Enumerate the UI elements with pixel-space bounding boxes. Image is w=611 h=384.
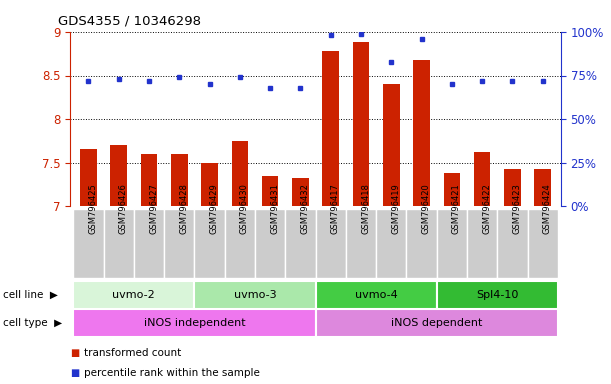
Text: GSM796424: GSM796424 bbox=[543, 184, 552, 234]
Text: GSM796428: GSM796428 bbox=[179, 184, 188, 235]
Bar bbox=[134, 209, 164, 278]
Bar bbox=[141, 154, 158, 206]
Text: Spl4-10: Spl4-10 bbox=[476, 290, 519, 300]
Bar bbox=[255, 209, 285, 278]
Text: GSM796420: GSM796420 bbox=[422, 184, 431, 234]
Text: transformed count: transformed count bbox=[84, 348, 181, 358]
Bar bbox=[73, 281, 194, 309]
Bar bbox=[164, 209, 194, 278]
Bar bbox=[232, 141, 248, 206]
Bar bbox=[437, 281, 558, 309]
Bar bbox=[292, 178, 309, 206]
Bar bbox=[437, 209, 467, 278]
Text: GSM796426: GSM796426 bbox=[119, 184, 128, 235]
Bar bbox=[406, 209, 437, 278]
Bar bbox=[111, 145, 127, 206]
Bar bbox=[262, 175, 279, 206]
Bar bbox=[474, 152, 491, 206]
Text: GSM796432: GSM796432 bbox=[301, 184, 309, 235]
Text: GDS4355 / 10346298: GDS4355 / 10346298 bbox=[58, 15, 201, 28]
Bar bbox=[194, 209, 225, 278]
Bar bbox=[73, 309, 316, 337]
Bar bbox=[497, 209, 527, 278]
Bar bbox=[104, 209, 134, 278]
Text: GSM796418: GSM796418 bbox=[361, 184, 370, 235]
Text: iNOS independent: iNOS independent bbox=[144, 318, 245, 328]
Text: GSM796419: GSM796419 bbox=[391, 184, 400, 234]
Text: GSM796422: GSM796422 bbox=[482, 184, 491, 234]
Text: GSM796430: GSM796430 bbox=[240, 184, 249, 235]
Text: GSM796425: GSM796425 bbox=[89, 184, 97, 234]
Text: uvmo-4: uvmo-4 bbox=[355, 290, 398, 300]
Text: GSM796431: GSM796431 bbox=[270, 184, 279, 235]
Bar bbox=[527, 209, 558, 278]
Text: uvmo-3: uvmo-3 bbox=[233, 290, 276, 300]
Bar bbox=[194, 281, 316, 309]
Bar bbox=[353, 43, 369, 206]
Bar bbox=[346, 209, 376, 278]
Bar bbox=[413, 60, 430, 206]
Bar bbox=[80, 149, 97, 206]
Bar bbox=[383, 84, 400, 206]
Bar bbox=[467, 209, 497, 278]
Text: GSM796427: GSM796427 bbox=[149, 184, 158, 235]
Bar bbox=[316, 281, 437, 309]
Text: cell line  ▶: cell line ▶ bbox=[3, 290, 58, 300]
Text: GSM796429: GSM796429 bbox=[210, 184, 219, 234]
Bar bbox=[323, 51, 339, 206]
Bar bbox=[376, 209, 406, 278]
Text: ■: ■ bbox=[70, 348, 79, 358]
Text: GSM796423: GSM796423 bbox=[513, 184, 521, 235]
Bar bbox=[225, 209, 255, 278]
Text: GSM796421: GSM796421 bbox=[452, 184, 461, 234]
Bar bbox=[316, 209, 346, 278]
Bar bbox=[171, 154, 188, 206]
Text: iNOS dependent: iNOS dependent bbox=[391, 318, 483, 328]
Text: ■: ■ bbox=[70, 368, 79, 378]
Bar bbox=[73, 209, 104, 278]
Text: GSM796417: GSM796417 bbox=[331, 184, 340, 235]
Text: percentile rank within the sample: percentile rank within the sample bbox=[84, 368, 260, 378]
Text: cell type  ▶: cell type ▶ bbox=[3, 318, 62, 328]
Bar bbox=[504, 169, 521, 206]
Bar bbox=[316, 309, 558, 337]
Bar bbox=[535, 169, 551, 206]
Bar bbox=[444, 173, 460, 206]
Bar bbox=[285, 209, 316, 278]
Text: uvmo-2: uvmo-2 bbox=[112, 290, 155, 300]
Bar bbox=[201, 162, 218, 206]
